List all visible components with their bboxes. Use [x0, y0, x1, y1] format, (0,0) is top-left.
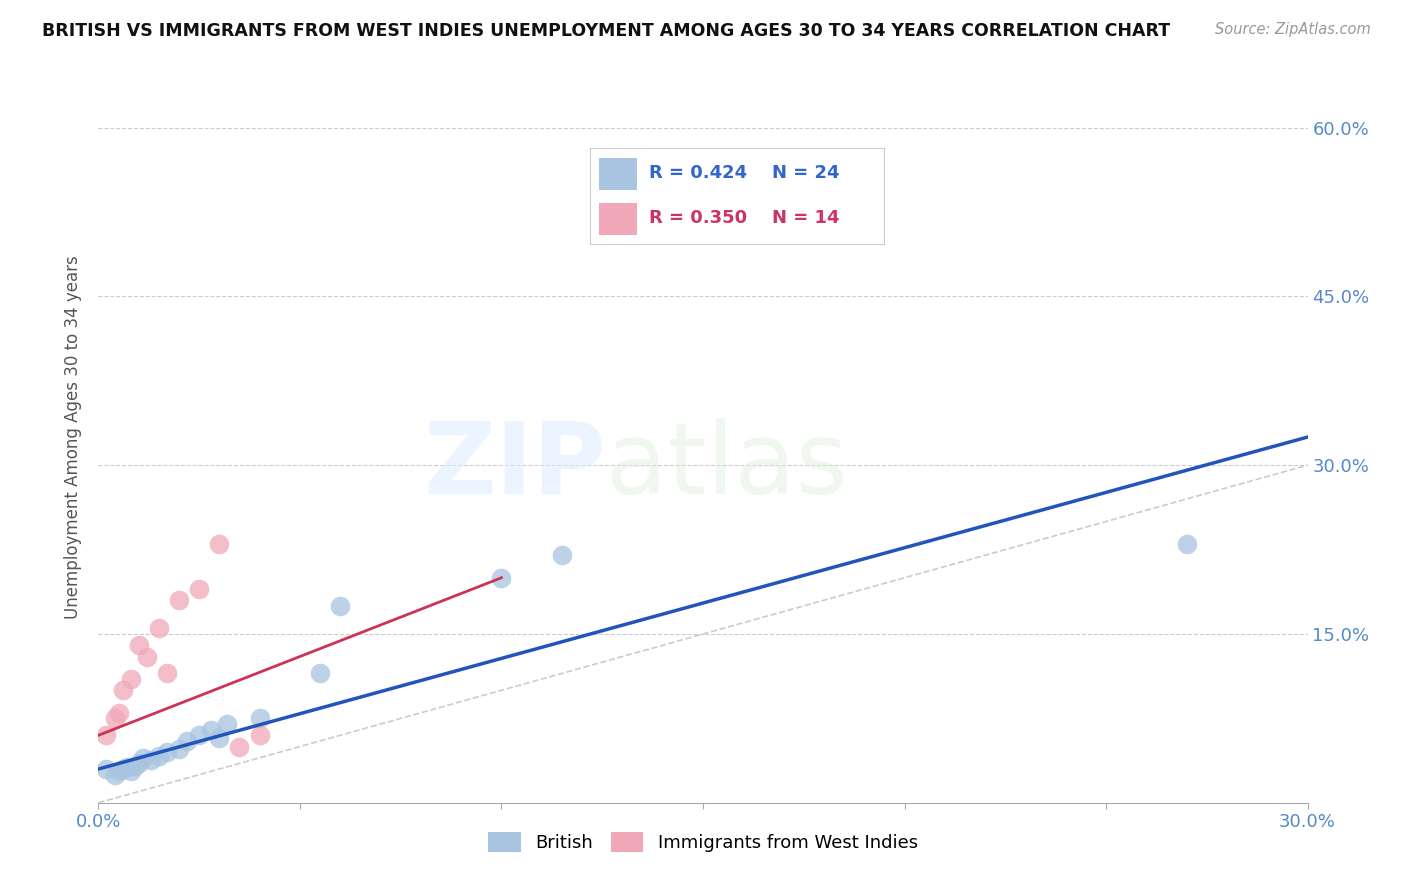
Text: R = 0.424: R = 0.424: [648, 164, 747, 182]
Text: N = 14: N = 14: [772, 210, 839, 227]
Point: [96, 728, 118, 742]
Point: [156, 745, 179, 759]
Point: [176, 734, 198, 748]
Text: N = 24: N = 24: [772, 164, 839, 182]
Point: [103, 711, 125, 725]
Point: [115, 760, 138, 774]
Point: [208, 731, 231, 745]
Text: R = 0.350: R = 0.350: [648, 210, 747, 227]
Point: [309, 666, 332, 681]
Text: atlas: atlas: [606, 417, 848, 515]
Point: [188, 582, 211, 596]
Point: [107, 706, 129, 720]
FancyBboxPatch shape: [599, 203, 637, 235]
Point: [491, 571, 513, 585]
Point: [208, 537, 231, 551]
Point: [167, 593, 190, 607]
Point: [148, 748, 170, 763]
Text: Source: ZipAtlas.com: Source: ZipAtlas.com: [1215, 22, 1371, 37]
Point: [249, 711, 271, 725]
Text: BRITISH VS IMMIGRANTS FROM WEST INDIES UNEMPLOYMENT AMONG AGES 30 TO 34 YEARS CO: BRITISH VS IMMIGRANTS FROM WEST INDIES U…: [42, 22, 1170, 40]
Point: [120, 672, 142, 686]
Point: [188, 728, 211, 742]
Text: ZIP: ZIP: [423, 417, 606, 515]
Point: [228, 739, 250, 754]
Point: [124, 758, 146, 772]
Point: [128, 756, 150, 771]
Point: [200, 723, 222, 737]
Point: [156, 666, 179, 681]
Point: [111, 762, 134, 776]
Point: [132, 751, 155, 765]
Point: [148, 621, 170, 635]
Point: [139, 753, 162, 767]
Point: [217, 717, 239, 731]
Point: [135, 649, 157, 664]
Point: [167, 741, 190, 756]
Point: [249, 728, 271, 742]
Point: [128, 638, 150, 652]
Point: [551, 548, 574, 562]
Y-axis label: Unemployment Among Ages 30 to 34 years: Unemployment Among Ages 30 to 34 years: [65, 255, 83, 619]
Point: [329, 599, 352, 613]
Point: [120, 764, 142, 779]
Point: [103, 767, 125, 781]
Point: [107, 764, 129, 779]
Legend: British, Immigrants from West Indies: British, Immigrants from West Indies: [481, 824, 925, 860]
FancyBboxPatch shape: [599, 158, 637, 190]
Point: [111, 683, 134, 698]
Point: [1175, 537, 1198, 551]
Point: [96, 762, 118, 776]
